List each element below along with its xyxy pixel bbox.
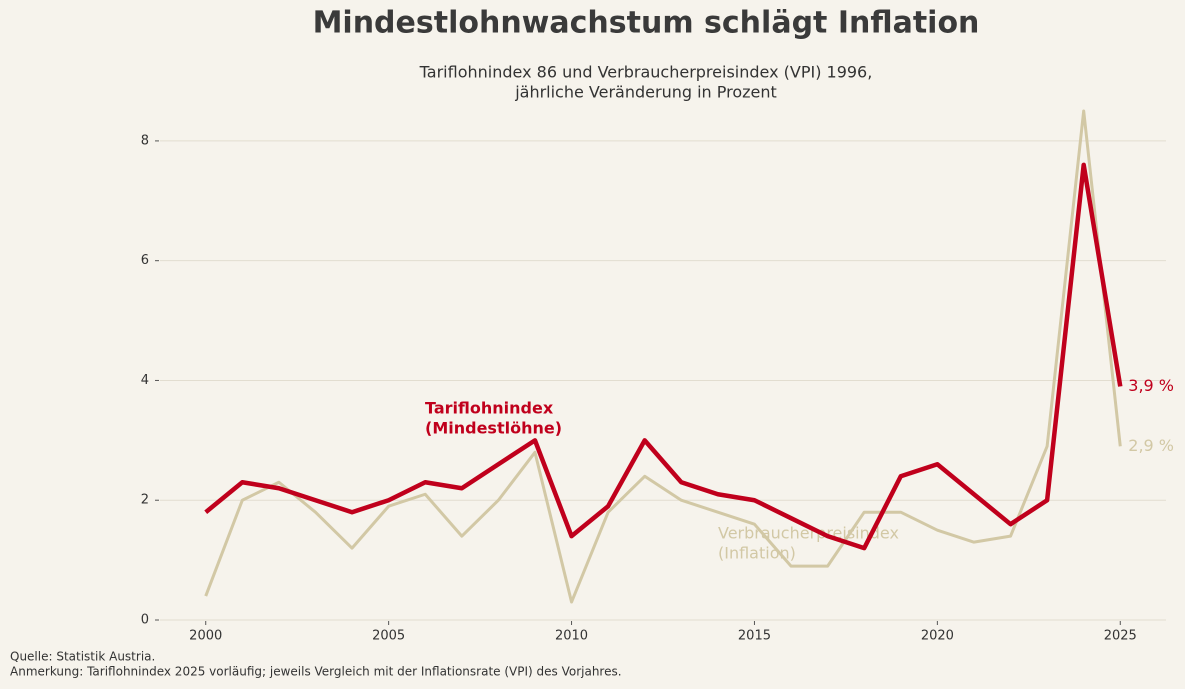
- x-tick-label: 2025: [1104, 629, 1137, 644]
- x-tick-label: 2015: [738, 629, 771, 644]
- x-tick-label: 2000: [189, 629, 222, 644]
- series-line: [204, 162, 1123, 551]
- series-line: [204, 109, 1122, 604]
- y-tick-label: 6: [141, 253, 149, 268]
- x-tick-label: 2020: [921, 629, 954, 644]
- end-value-label: 3,9 %: [1128, 376, 1174, 395]
- series-label: Tariflohnindex: [425, 399, 554, 418]
- footnote: Anmerkung: Tariflohnindex 2025 vorläufig…: [10, 665, 622, 679]
- series-label: (Mindestlöhne): [425, 419, 562, 438]
- y-tick-label: 4: [141, 373, 149, 388]
- y-tick-label: 2: [141, 493, 149, 508]
- x-tick-label: 2005: [372, 629, 405, 644]
- end-value-label: 2,9 %: [1128, 436, 1174, 455]
- y-tick-label: 0: [141, 613, 149, 628]
- series-label: Verbraucherpreisindex: [718, 524, 899, 543]
- y-tick-label: 8: [141, 133, 149, 148]
- source-note: Quelle: Statistik Austria.: [10, 650, 155, 664]
- chart-title: Mindestlohnwachstum schlägt Inflation: [313, 6, 980, 41]
- x-tick-label: 2010: [555, 629, 588, 644]
- subtitle: jährliche Veränderung in Prozent: [514, 83, 777, 102]
- series-label: (Inflation): [718, 544, 796, 563]
- subtitle: Tariflohnindex 86 und Verbraucherpreisin…: [419, 63, 873, 82]
